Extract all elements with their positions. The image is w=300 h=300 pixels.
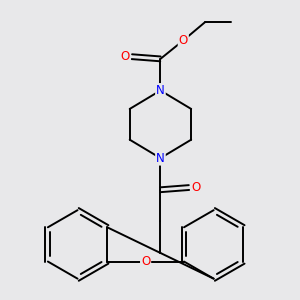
Text: N: N (156, 84, 165, 97)
Text: N: N (156, 152, 165, 165)
Text: O: O (121, 50, 130, 63)
Text: O: O (191, 181, 200, 194)
Text: O: O (179, 34, 188, 47)
Text: O: O (141, 255, 150, 268)
